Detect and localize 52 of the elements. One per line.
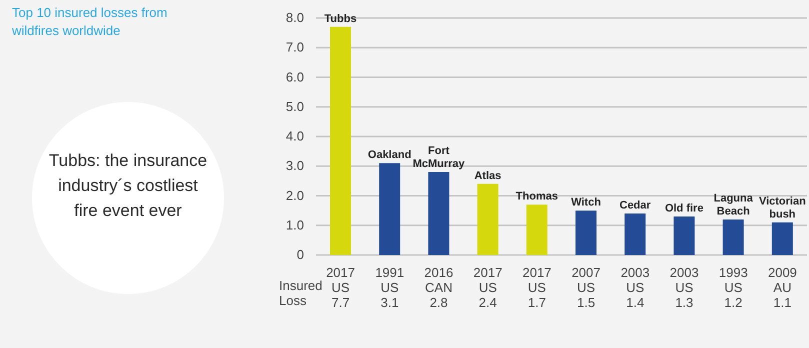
data-label: 7.7 (332, 295, 350, 310)
text: 2017 US (326, 265, 356, 295)
text: 1993 US (718, 265, 748, 295)
y-tick-label: 8.0 (286, 10, 304, 25)
y-tick-label: 6.0 (286, 69, 304, 84)
bar (428, 172, 450, 255)
y-tick-label: 1.0 (286, 217, 304, 232)
text: 2007 US (572, 265, 601, 295)
data-label: 1.2 (724, 295, 742, 310)
x-tick-label: Tubbs (324, 12, 357, 25)
x-tick-label: Fort McMurray (412, 145, 466, 170)
bar (674, 216, 695, 255)
data-label: 2.8 (430, 295, 448, 310)
text: 2009 AU (768, 265, 797, 295)
y-tick-label: 2.0 (286, 188, 304, 203)
y-tick-label: 7.0 (286, 40, 304, 55)
data-label: 1.5 (577, 295, 596, 310)
data-label: 1.3 (675, 295, 694, 310)
bar (772, 222, 793, 255)
x-tick-label: Thomas (516, 190, 558, 203)
data-label: 2.4 (478, 295, 497, 310)
y-tick-label: 5.0 (286, 98, 304, 114)
x-tick-label: Atlas (474, 170, 502, 182)
text: Tubbs: the insurance industry´s costliest fire event ever (48, 150, 208, 222)
bar (576, 210, 596, 255)
text: 2003 US (620, 265, 650, 295)
text: 2017 US (522, 265, 552, 295)
text: 2003 US (670, 265, 699, 295)
x-tick-label: Oakland (368, 149, 412, 162)
text: 2017 US (473, 265, 502, 295)
data-label: 3.1 (380, 295, 399, 310)
y-tick-label: 3.0 (286, 158, 304, 174)
text: 1991 US (375, 265, 404, 295)
x-tick-label: Witch (571, 196, 602, 209)
x-tick-label: Laguna Beach (714, 192, 754, 218)
bar (477, 184, 498, 255)
bar (330, 26, 351, 255)
bar (526, 204, 548, 255)
data-label: 1.4 (626, 295, 644, 310)
y-tick-label: 0 (296, 247, 304, 262)
y-tick-label: 4.0 (286, 128, 304, 144)
x-tick-label: Victorian bush (758, 195, 806, 220)
text: Top 10 insured losses from wildfires worldwide (12, 4, 168, 40)
data-label: 1.7 (528, 295, 546, 310)
x-tick-label: Old fire (664, 202, 704, 214)
text: 2016 CAN (424, 265, 454, 295)
data-label: 1.1 (773, 295, 792, 310)
bar (722, 219, 744, 255)
bar (379, 163, 400, 255)
x-tick-label: Cedar (620, 200, 652, 212)
text: Insured Loss (279, 278, 324, 308)
bar (624, 214, 646, 255)
